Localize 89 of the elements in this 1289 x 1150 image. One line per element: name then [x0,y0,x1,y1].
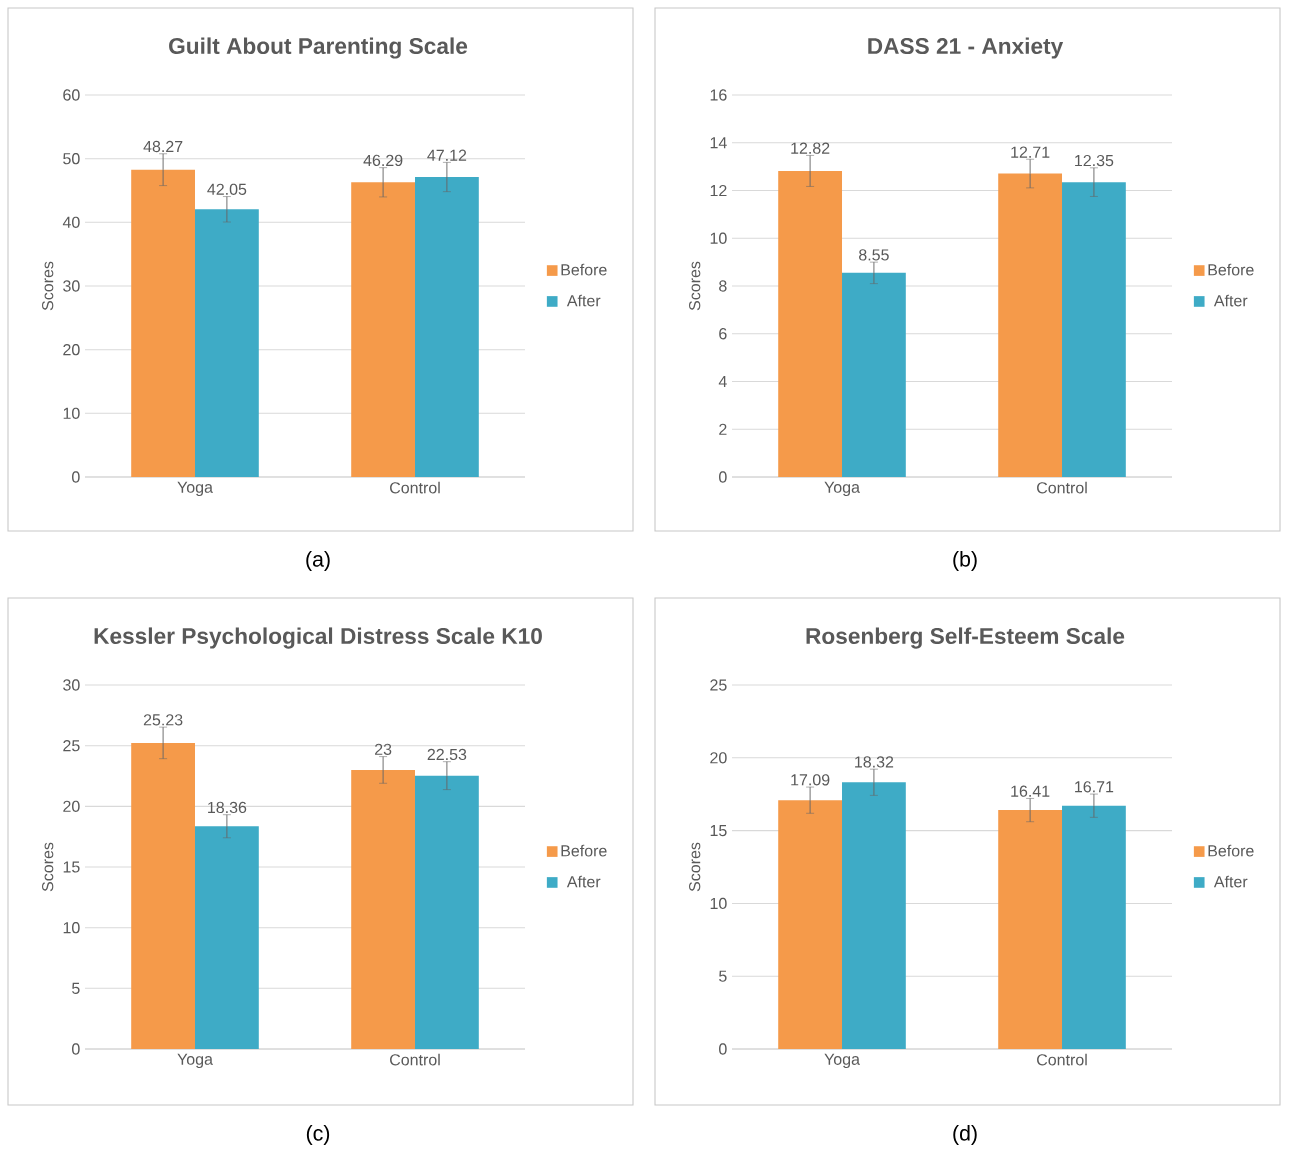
data-label: 12.35 [1075,154,1114,167]
y-tick-label: 40 [62,216,80,228]
y-axis-title: Scores [42,261,54,311]
y-tick-label: 20 [63,800,80,812]
bar [195,209,259,477]
data-label: 8.55 [859,249,889,261]
y-tick-label: 20 [710,752,727,764]
y-axis-title: Scores [689,261,701,311]
y-tick-label: 12 [710,184,727,197]
text: (d) [953,1125,977,1145]
y-tick-label: 30 [63,280,80,292]
y-tick-label: 14 [710,137,727,149]
x-tick-label: Yoga [177,1053,213,1069]
y-tick-label: 8 [719,280,727,292]
data-label: 16.71 [1075,781,1114,793]
bar [1062,182,1126,478]
x-tick-label: Control [1037,1053,1087,1066]
data-label: 12.71 [1011,146,1050,158]
legend-label: Before [561,844,607,857]
y-tick-label: 25 [710,679,727,691]
x-tick-label: Yoga [177,481,213,497]
data-label: 46.29 [363,154,403,167]
y-tick-label: 10 [63,407,80,419]
y-tick-label: 20 [63,344,80,356]
data-label: 18.32 [855,756,894,768]
bar [131,169,195,477]
y-axis-title: Scores [42,842,54,892]
bar [415,177,479,477]
bar [998,810,1063,1050]
y-axis-title: Scores [689,842,701,892]
data-label: 16.41 [1011,785,1050,797]
bar [351,769,415,1050]
legend-label: After [1213,875,1248,888]
y-tick-label: 30 [63,679,80,691]
y-tick-label: 15 [710,825,727,837]
y-tick-label: 16 [710,89,727,101]
y-tick-label: 2 [719,423,727,435]
y-tick-label: 50 [63,153,80,165]
data-label: 12.82 [791,142,830,154]
y-tick-label: 6 [719,328,727,340]
text: (c) [306,1125,330,1145]
x-tick-label: Control [1037,481,1087,494]
data-label: 22.53 [427,748,467,761]
bar [131,742,195,1050]
bar [998,173,1063,478]
y-tick-label: 10 [63,922,80,934]
chart-title: Guilt About Parenting Scale [169,37,468,59]
chart-title: DASS 21 - Anxiety [868,37,1064,59]
x-tick-label: Control [390,1053,440,1066]
y-tick-label: 60 [63,89,80,101]
text: (b) [953,551,977,571]
bar [778,170,843,478]
x-tick-label: Yoga [824,1053,860,1069]
data-label: 48.27 [143,140,183,153]
data-label: 17.09 [791,774,830,786]
x-tick-label: Control [390,481,440,494]
data-label: 47.12 [427,149,467,161]
y-tick-label: 5 [719,970,727,982]
bar [842,272,906,478]
y-tick-label: 5 [72,982,80,994]
y-tick-label: 25 [63,740,80,752]
bar [842,782,906,1050]
y-tick-label: 10 [710,232,727,244]
y-tick-label: 10 [710,897,727,910]
x-tick-label: Yoga [824,481,860,497]
chart-title: Rosenberg Self-Esteem Scale [806,627,1125,649]
legend-label: Before [1208,844,1254,857]
legend-label: After [1213,294,1248,307]
bar [415,775,479,1050]
y-tick-label: 0 [72,471,80,483]
data-label: 18.36 [208,801,247,814]
data-label: 42.05 [207,183,247,195]
bar [195,826,259,1050]
data-label: 23 [375,743,392,755]
bar [1062,805,1126,1050]
chart-title: Kessler Psychological Distress Scale K10 [94,627,542,649]
data-label: 25.23 [143,714,183,726]
bar [351,182,415,477]
legend-label: Before [1208,263,1254,276]
y-tick-label: 4 [718,376,727,388]
y-tick-label: 0 [719,471,727,483]
legend-label: After [566,875,601,888]
y-tick-label: 15 [63,861,80,873]
legend-label: Before [561,263,607,276]
text: (a) [306,551,330,571]
y-tick-label: 0 [719,1043,727,1055]
bar [778,800,843,1050]
legend-label: After [566,294,601,307]
y-tick-label: 0 [72,1043,80,1055]
